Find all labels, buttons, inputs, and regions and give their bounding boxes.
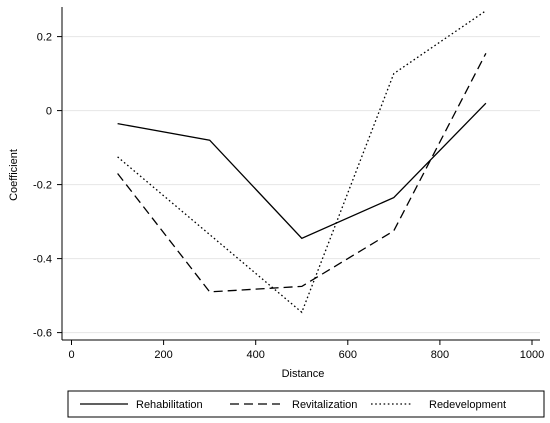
x-tick-label: 0 (68, 349, 74, 361)
x-tick-label: 600 (339, 349, 357, 361)
series-line-rehabilitation (117, 102, 487, 240)
y-axis-ticks: 0.2 0 -0.2 -0.4 -0.6 (33, 32, 62, 340)
legend-label-revitalization: Revitalization (292, 399, 357, 411)
y-tick-label: -0.6 (33, 328, 52, 340)
legend-label-redevelopment: Redevelopment (429, 399, 506, 411)
y-axis-title: Coefficient (8, 149, 20, 201)
y-tick-label: -0.2 (33, 180, 52, 192)
legend-label-rehabilitation: Rehabilitation (136, 399, 203, 411)
gridlines (62, 36, 540, 334)
legend: Rehabilitation Revitalization Redevelopmen… (67, 390, 545, 418)
y-tick-label: 0 (46, 106, 52, 118)
y-tick-label: 0.2 (37, 32, 52, 44)
legend-box (67, 390, 545, 418)
x-tick-label: 200 (154, 349, 172, 361)
series-line-revitalization (117, 53, 487, 293)
x-tick-label: 800 (431, 349, 449, 361)
x-axis-ticks: 0 200 400 600 800 1000 (68, 340, 544, 361)
x-tick-label: 1000 (520, 349, 544, 361)
series-lines (117, 10, 487, 314)
x-tick-label: 400 (247, 349, 265, 361)
series-line-redevelopment (117, 10, 487, 314)
axes (61, 7, 540, 341)
y-tick-label: -0.4 (33, 254, 52, 266)
x-axis-title: Distance (282, 368, 325, 380)
